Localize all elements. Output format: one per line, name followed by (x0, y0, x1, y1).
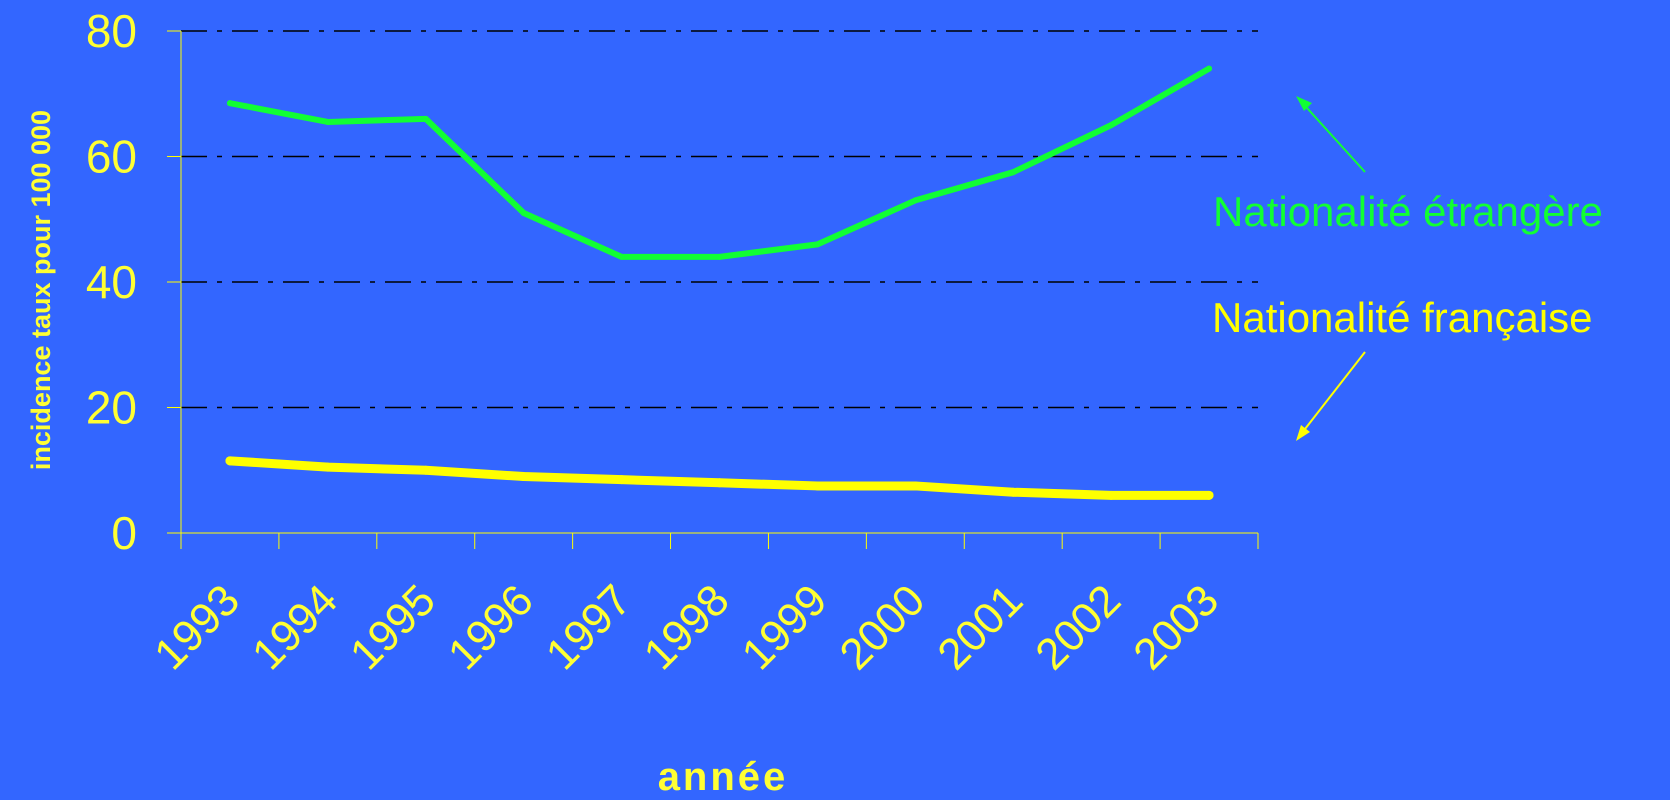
y-tick-label-0: 0 (111, 507, 137, 559)
x-tick-label-2003: 2003 (1124, 575, 1228, 679)
data-point-french-2003 (1204, 490, 1214, 500)
data-point-foreign-2003 (1206, 65, 1213, 72)
data-point-french-1995 (421, 465, 431, 475)
legend-label-french: Nationalité française (1212, 294, 1593, 341)
data-point-foreign-2000 (912, 197, 919, 204)
data-point-french-1998 (715, 478, 724, 488)
series-lines (225, 65, 1214, 500)
x-tick-label-2002: 2002 (1026, 575, 1130, 679)
data-point-foreign-2001 (1010, 169, 1017, 176)
x-tick-label-1994: 1994 (243, 575, 347, 679)
x-tick-label-1996: 1996 (439, 575, 543, 679)
y-tick-label-20: 20 (86, 382, 137, 434)
legend-arrow-foreign (1297, 97, 1366, 173)
data-point-foreign-1993 (226, 100, 233, 107)
legend: Nationalité étrangère Nationalité frança… (1212, 96, 1603, 441)
x-tick-label-1998: 1998 (635, 575, 739, 679)
data-point-french-2000 (910, 481, 920, 491)
x-tick-label-2000: 2000 (831, 575, 935, 679)
grid-lines (181, 30, 1258, 409)
y-tick-label-60: 60 (86, 131, 137, 183)
data-point-french-2001 (1008, 487, 1018, 497)
data-point-foreign-1996 (520, 209, 527, 216)
x-axis-label: année (658, 755, 789, 799)
x-tick-label-1997: 1997 (537, 575, 641, 679)
x-tick-labels: 1993199419951996199719981999200020012002… (145, 575, 1228, 679)
y-tick-label-40: 40 (86, 256, 137, 308)
data-point-foreign-2002 (1108, 122, 1115, 129)
y-tick-labels: 0 20 40 60 80 (86, 5, 137, 559)
data-point-foreign-1995 (422, 115, 429, 122)
legend-arrowhead-french (1296, 425, 1310, 441)
data-point-french-1994 (323, 462, 333, 472)
legend-label-foreign: Nationalité étrangère (1213, 188, 1603, 235)
y-axis-label: incidence taux pour 100 000 (26, 110, 56, 470)
data-point-french-1997 (617, 475, 627, 485)
data-point-french-2002 (1106, 490, 1116, 500)
x-tick-label-2001: 2001 (928, 575, 1032, 679)
data-point-foreign-1994 (324, 118, 331, 125)
data-point-foreign-1998 (716, 253, 723, 260)
data-point-foreign-1999 (814, 241, 821, 248)
data-point-french-1999 (812, 481, 822, 491)
data-point-french-1993 (225, 456, 235, 466)
x-tick-label-1999: 1999 (733, 575, 837, 679)
x-tick-label-1993: 1993 (145, 575, 249, 679)
x-tick-label-1995: 1995 (341, 575, 445, 679)
y-tick-label-80: 80 (86, 5, 137, 57)
legend-arrow-french (1297, 351, 1366, 439)
series-line-foreign (226, 65, 1213, 260)
data-point-foreign-1997 (618, 253, 625, 260)
legend-arrowhead-foreign (1296, 96, 1312, 111)
axes (167, 30, 1259, 549)
series-line-french (225, 456, 1214, 500)
data-point-french-1996 (519, 472, 529, 482)
